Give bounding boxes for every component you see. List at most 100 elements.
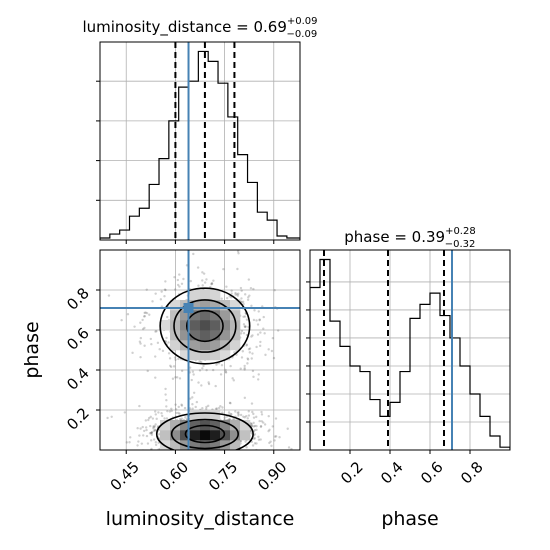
sample-point (236, 250, 240, 253)
density-cell (200, 300, 211, 311)
sample-point (241, 300, 245, 304)
sample-point (116, 456, 118, 458)
sample-point (259, 340, 262, 344)
sample-point (180, 403, 183, 406)
sample-point (211, 368, 215, 372)
sample-point (276, 329, 280, 332)
density-cell (220, 330, 231, 341)
sample-point (256, 333, 260, 336)
x-tick-label: 0.45 (107, 458, 143, 494)
sample-point (232, 379, 236, 382)
density-cell (220, 350, 231, 361)
sample-point (150, 342, 153, 346)
sample-point (141, 318, 144, 322)
sample-point (239, 246, 241, 248)
sample-point (174, 376, 177, 379)
sample-point (262, 315, 265, 319)
sample-point (239, 332, 243, 335)
density-cell (200, 330, 211, 341)
sample-point (178, 285, 181, 288)
sample-point (147, 418, 150, 422)
sample-point (240, 289, 243, 292)
sample-point (238, 455, 240, 457)
sample-point (131, 351, 134, 355)
sample-point (211, 461, 213, 463)
sample-point (251, 424, 254, 428)
sample-point (175, 411, 178, 415)
sample-point (248, 450, 250, 452)
density-cell (190, 300, 201, 311)
sample-point (242, 302, 245, 306)
sample-point (267, 457, 269, 459)
sample-point (221, 406, 224, 409)
sample-point (139, 427, 142, 430)
sample-point (243, 366, 246, 370)
sample-point (139, 321, 142, 324)
density-cell (230, 440, 241, 450)
sample-point (221, 453, 223, 455)
sample-point (213, 451, 215, 453)
panel-frame (309, 249, 511, 451)
sample-point (207, 451, 209, 453)
sample-point (247, 278, 251, 281)
sample-point (143, 326, 146, 330)
sample-point (154, 428, 157, 432)
sample-point (144, 426, 148, 429)
sample-point (198, 452, 200, 454)
sample-point (194, 452, 196, 454)
sample-point (203, 453, 205, 455)
sample-point (188, 366, 192, 369)
sample-point (172, 365, 176, 368)
sample-point (191, 370, 195, 373)
sample-point (141, 425, 144, 429)
sample-point (168, 410, 172, 413)
sample-point (157, 433, 161, 436)
sample-point (154, 423, 157, 426)
sample-point (240, 451, 242, 453)
sample-point (154, 292, 157, 295)
sample-point (243, 396, 247, 400)
sample-point (224, 368, 227, 372)
sample-point (264, 353, 267, 357)
sample-point (182, 277, 185, 281)
sample-point (246, 417, 249, 420)
sample-point (267, 429, 270, 433)
sample-point (227, 411, 231, 414)
sample-point (245, 414, 248, 418)
density-contour (159, 287, 251, 365)
sample-point (152, 427, 155, 430)
sample-point (178, 412, 181, 416)
sample-point (230, 413, 233, 416)
sample-point (154, 459, 156, 461)
sample-point (215, 407, 219, 410)
sample-point (240, 329, 244, 333)
density-contour (186, 309, 224, 343)
sample-point (189, 279, 193, 283)
sample-point (229, 451, 231, 453)
sample-point (191, 396, 194, 399)
sample-point (176, 283, 180, 287)
sample-point (210, 282, 214, 286)
density-cell (220, 320, 231, 331)
sample-point (214, 384, 217, 388)
sample-point (274, 417, 278, 420)
sample-point (144, 419, 148, 422)
sample-point (141, 327, 145, 331)
sample-point (236, 451, 238, 453)
density-cell (210, 330, 221, 341)
sample-point (166, 466, 168, 468)
sample-point (250, 423, 254, 426)
sample-point (174, 408, 178, 411)
density-contour (184, 424, 226, 444)
sample-point (143, 311, 146, 315)
sample-point (239, 286, 243, 290)
sample-point (230, 292, 233, 295)
sample-point (215, 459, 217, 461)
sample-point (202, 451, 204, 453)
sample-point (169, 460, 171, 462)
sample-point (189, 397, 192, 400)
sample-point (145, 288, 148, 291)
sample-point (225, 285, 228, 288)
sample-point (230, 451, 232, 453)
density-cell (200, 310, 211, 321)
